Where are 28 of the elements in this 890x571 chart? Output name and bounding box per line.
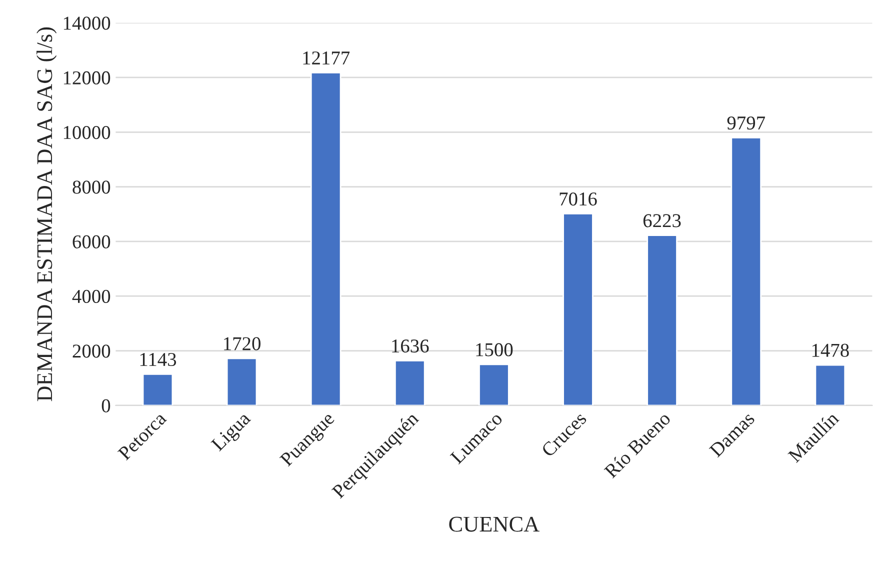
bar <box>562 212 594 406</box>
data-label: 1500 <box>476 343 513 356</box>
bar <box>478 364 510 406</box>
bar <box>394 360 426 406</box>
data-label: 6223 <box>643 214 681 228</box>
data-label: 1143 <box>140 352 176 366</box>
data-label: 1720 <box>224 337 260 350</box>
bar <box>226 358 258 406</box>
bar <box>730 137 762 406</box>
data-label: 7016 <box>560 192 597 206</box>
y-tick-label: 2000 <box>72 344 110 358</box>
y-axis-title: DEMANDA ESTIMADA DAA SAG (l/s) <box>36 27 57 402</box>
bar <box>814 364 846 406</box>
data-label: 1478 <box>812 344 849 357</box>
y-tick-label: 8000 <box>72 180 110 194</box>
bar <box>310 72 342 406</box>
data-label: 12177 <box>303 51 350 64</box>
data-label: 1636 <box>392 340 429 353</box>
y-tick-label: 12000 <box>64 71 110 84</box>
bar <box>646 234 678 406</box>
x-axis-title: CUENCA <box>449 516 540 532</box>
y-tick-label: 10000 <box>64 126 110 140</box>
data-label: 9797 <box>727 116 765 130</box>
y-tick-label: 6000 <box>72 235 110 248</box>
bar <box>142 373 174 406</box>
y-tick-label: 14000 <box>64 16 110 30</box>
y-tick-label: 4000 <box>72 290 110 304</box>
y-tick-label: 0 <box>102 399 110 412</box>
